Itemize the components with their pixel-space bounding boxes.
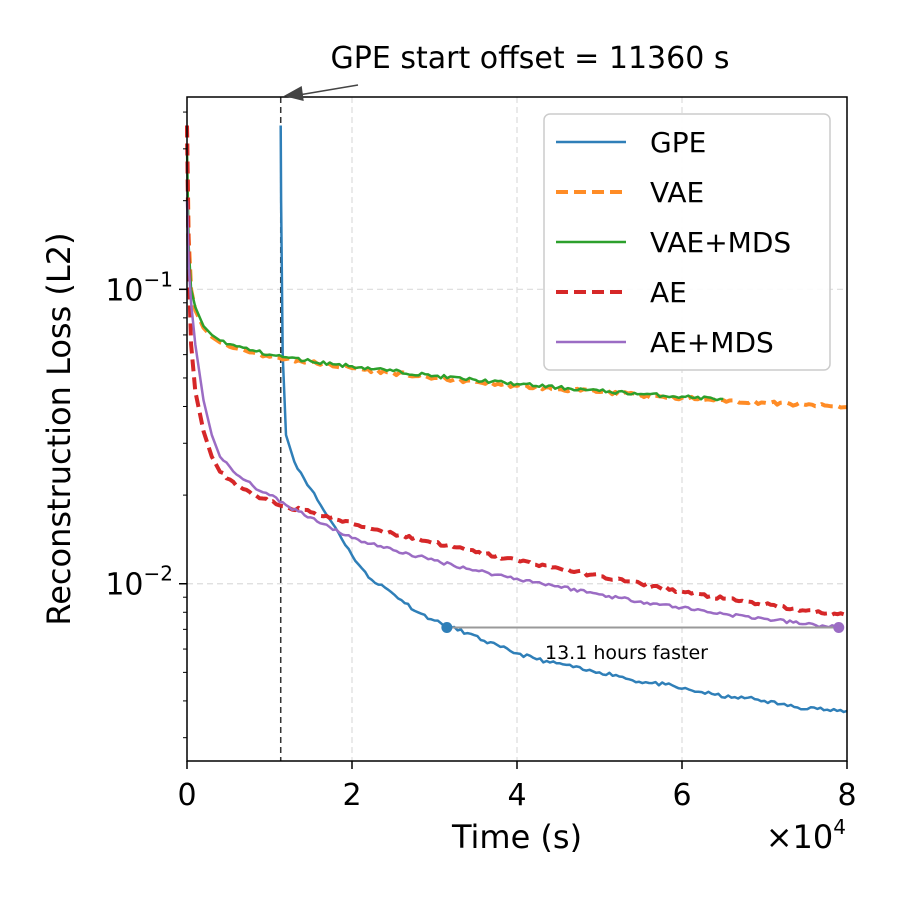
speedup-connector	[441, 622, 845, 634]
x-axis-multiplier: ×104	[766, 815, 846, 856]
legend-label: GPE	[650, 126, 706, 159]
gpe-offset-annotation: GPE start offset = 11360 s	[331, 41, 730, 76]
arrow-head	[283, 86, 304, 101]
y-axis-title: Reconstruction Loss (L2)	[40, 232, 78, 625]
arrow-shaft	[298, 84, 359, 96]
series-line-vae-mds	[185, 148, 724, 402]
x-tick-label: 8	[837, 778, 856, 813]
series-line-ae	[185, 125, 848, 618]
x-axis-title: Time (s)	[451, 818, 582, 856]
ae-mds-reach-marker	[833, 622, 845, 634]
legend: GPE VAE VAE+MDS AE AE+MDS	[543, 113, 831, 371]
x-tick-label: 2	[342, 778, 361, 813]
gpe-reach-marker	[441, 622, 453, 634]
speedup-annotation: 13.1 hours faster	[545, 642, 708, 664]
series-lines	[185, 125, 848, 714]
offset-arrow	[283, 84, 359, 101]
y-tick-label: 10−2	[105, 562, 173, 603]
series-line-ae-mds	[185, 200, 840, 629]
legend-label: VAE+MDS	[650, 226, 791, 259]
y-tick-label: 10−1	[105, 267, 173, 308]
y-axis-ticks: 10−2 10−1	[105, 111, 187, 739]
x-tick-label: 6	[672, 778, 691, 813]
legend-box	[543, 113, 831, 371]
legend-label: VAE	[650, 176, 704, 209]
x-axis-ticks: 0 2 4 6 8	[177, 761, 857, 813]
legend-label: AE+MDS	[650, 326, 774, 359]
legend-label: AE	[650, 276, 687, 309]
series-line-vae	[185, 125, 848, 410]
x-tick-label: 0	[177, 778, 196, 813]
series-line-gpe	[279, 125, 848, 714]
x-tick-label: 4	[507, 778, 526, 813]
